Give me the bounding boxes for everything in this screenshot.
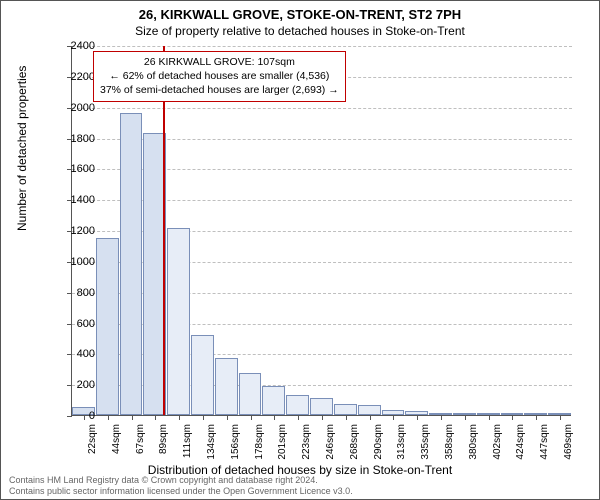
- xtick-label: 111sqm: [182, 424, 193, 458]
- ytick-label: 2200: [71, 71, 95, 83]
- histogram-bar: [96, 238, 119, 415]
- xtick-label: 201sqm: [277, 424, 288, 460]
- histogram-bar: [286, 395, 309, 415]
- gridline: [72, 108, 572, 109]
- ytick-label: 1000: [71, 256, 95, 268]
- xtick-label: 246sqm: [325, 424, 336, 460]
- annotation-box: 26 KIRKWALL GROVE: 107sqm← 62% of detach…: [93, 51, 346, 102]
- xtick-label: 402sqm: [492, 424, 503, 460]
- annotation-line: ← 62% of detached houses are smaller (4,…: [100, 69, 339, 83]
- ytick-label: 1400: [71, 194, 95, 206]
- histogram-bar: [262, 386, 285, 415]
- xtick-label: 44sqm: [111, 424, 122, 454]
- footer-attribution: Contains HM Land Registry data © Crown c…: [9, 475, 353, 498]
- ytick-label: 2000: [71, 102, 95, 114]
- xtick-mark: [274, 415, 275, 420]
- xtick-mark: [132, 415, 133, 420]
- ytick-label: 0: [89, 410, 95, 422]
- xtick-label: 290sqm: [373, 424, 384, 460]
- histogram-bar: [167, 228, 190, 415]
- xtick-label: 134sqm: [206, 424, 217, 460]
- xtick-mark: [393, 415, 394, 420]
- xtick-mark: [322, 415, 323, 420]
- xtick-label: 447sqm: [539, 424, 550, 460]
- histogram-bar: [120, 113, 143, 415]
- ytick-mark: [67, 416, 72, 417]
- xtick-label: 178sqm: [254, 424, 265, 460]
- xtick-mark: [489, 415, 490, 420]
- footer-line-2: Contains public sector information licen…: [9, 486, 353, 497]
- xtick-label: 358sqm: [444, 424, 455, 460]
- xtick-mark: [560, 415, 561, 420]
- xtick-mark: [346, 415, 347, 420]
- xtick-label: 313sqm: [396, 424, 407, 460]
- ytick-label: 1200: [71, 225, 95, 237]
- ytick-label: 400: [77, 348, 95, 360]
- xtick-label: 22sqm: [87, 424, 98, 454]
- xtick-mark: [203, 415, 204, 420]
- histogram-bar: [215, 358, 238, 415]
- xtick-mark: [179, 415, 180, 420]
- ytick-label: 1600: [71, 163, 95, 175]
- annotation-line: 37% of semi-detached houses are larger (…: [100, 83, 339, 97]
- xtick-mark: [417, 415, 418, 420]
- histogram-bar: [310, 398, 333, 415]
- ytick-label: 2400: [71, 40, 95, 52]
- histogram-bar: [191, 335, 214, 415]
- xtick-mark: [108, 415, 109, 420]
- ytick-label: 800: [77, 287, 95, 299]
- annotation-line: 26 KIRKWALL GROVE: 107sqm: [100, 55, 339, 69]
- xtick-mark: [227, 415, 228, 420]
- histogram-bar: [358, 405, 381, 415]
- xtick-mark: [155, 415, 156, 420]
- histogram-bar: [239, 373, 262, 415]
- chart-subtitle: Size of property relative to detached ho…: [1, 22, 599, 38]
- ytick-mark: [67, 354, 72, 355]
- xtick-label: 335sqm: [420, 424, 431, 460]
- xtick-label: 156sqm: [230, 424, 241, 460]
- xtick-mark: [298, 415, 299, 420]
- ytick-mark: [67, 324, 72, 325]
- ytick-label: 1800: [71, 133, 95, 145]
- xtick-mark: [251, 415, 252, 420]
- chart-container: 26, KIRKWALL GROVE, STOKE-ON-TRENT, ST2 …: [0, 0, 600, 500]
- xtick-label: 424sqm: [515, 424, 526, 460]
- xtick-label: 67sqm: [135, 424, 146, 454]
- ytick-mark: [67, 293, 72, 294]
- gridline: [72, 46, 572, 47]
- y-axis-label: Number of detached properties: [15, 66, 29, 231]
- histogram-bar: [334, 404, 357, 415]
- xtick-mark: [512, 415, 513, 420]
- ytick-mark: [67, 385, 72, 386]
- xtick-label: 268sqm: [349, 424, 360, 460]
- chart-title: 26, KIRKWALL GROVE, STOKE-ON-TRENT, ST2 …: [1, 1, 599, 22]
- ytick-label: 200: [77, 379, 95, 391]
- xtick-label: 469sqm: [563, 424, 574, 460]
- xtick-mark: [441, 415, 442, 420]
- xtick-mark: [84, 415, 85, 420]
- xtick-mark: [465, 415, 466, 420]
- footer-line-1: Contains HM Land Registry data © Crown c…: [9, 475, 353, 486]
- xtick-mark: [536, 415, 537, 420]
- xtick-mark: [370, 415, 371, 420]
- ytick-label: 600: [77, 318, 95, 330]
- xtick-label: 380sqm: [468, 424, 479, 460]
- xtick-label: 89sqm: [158, 424, 169, 454]
- xtick-label: 223sqm: [301, 424, 312, 460]
